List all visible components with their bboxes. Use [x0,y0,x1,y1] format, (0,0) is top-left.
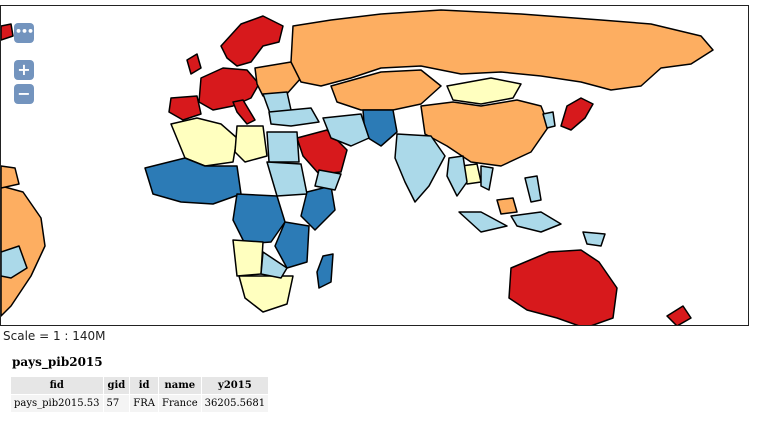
zoom-out-button[interactable]: − [14,84,34,104]
country-shape[interactable] [420,99,550,167]
country-shape[interactable] [322,113,370,147]
country-shape[interactable] [268,107,320,127]
country-shape[interactable] [232,239,264,277]
country-shape[interactable] [394,133,446,203]
country-shape[interactable] [362,109,398,147]
country-shape[interactable] [314,169,342,191]
country-shape[interactable] [1,245,28,279]
attribute-table-title: pays_pib2015 [12,355,103,369]
scale-indicator: Scale = 1 : 140M [3,329,106,343]
country-shape[interactable] [316,253,334,289]
table-header-row: fid gid id name y2015 [10,376,270,395]
country-shape[interactable] [1,185,46,317]
country-shape[interactable] [666,305,692,326]
country-shape[interactable] [480,165,494,191]
country-shape[interactable] [510,211,562,233]
column-header: fid [10,376,104,395]
country-shape[interactable] [186,53,202,75]
column-header: y2015 [200,376,270,395]
country-shape[interactable] [1,165,20,189]
country-shape[interactable] [266,161,308,197]
country-shape[interactable] [542,111,556,129]
layer-menu-button[interactable]: ••• [14,23,34,43]
country-shape[interactable] [330,69,442,111]
table-cell-gid: 57 [102,394,131,413]
country-shape[interactable] [582,231,606,247]
country-shape[interactable] [508,249,618,326]
country-shape[interactable] [274,221,310,269]
country-shape[interactable] [560,97,594,131]
attribute-table: fid gid id name y2015 pays_pib2015.53 57… [10,376,270,413]
country-shape[interactable] [234,125,268,163]
country-shape[interactable] [290,9,714,91]
choropleth-map[interactable] [1,6,749,326]
column-header: gid [102,376,131,395]
country-shape[interactable] [238,275,294,313]
country-shape[interactable] [524,175,542,203]
country-shape[interactable] [1,23,14,41]
column-header: id [129,376,159,395]
map-viewport[interactable]: ••• + − [0,5,749,326]
table-cell-name: France [158,394,202,413]
table-cell-fid: pays_pib2015.53 [10,394,104,413]
country-shape[interactable] [168,95,202,121]
country-shape[interactable] [232,193,286,245]
country-shape[interactable] [446,77,522,105]
country-shape[interactable] [198,67,260,111]
table-row: pays_pib2015.53 57 FRA France 36205.5681 [10,394,270,413]
table-cell-y2015: 36205.5681 [200,394,270,413]
country-shape[interactable] [266,131,300,163]
country-shape[interactable] [458,211,508,233]
country-shape[interactable] [144,157,242,205]
zoom-in-button[interactable]: + [14,60,34,80]
country-shape[interactable] [300,185,336,231]
column-header: name [158,376,202,395]
country-shape[interactable] [260,251,288,279]
country-shape[interactable] [220,15,284,67]
country-shape[interactable] [496,197,518,215]
country-shape[interactable] [446,155,468,197]
table-cell-id: FRA [129,394,159,413]
country-shape[interactable] [232,99,256,125]
